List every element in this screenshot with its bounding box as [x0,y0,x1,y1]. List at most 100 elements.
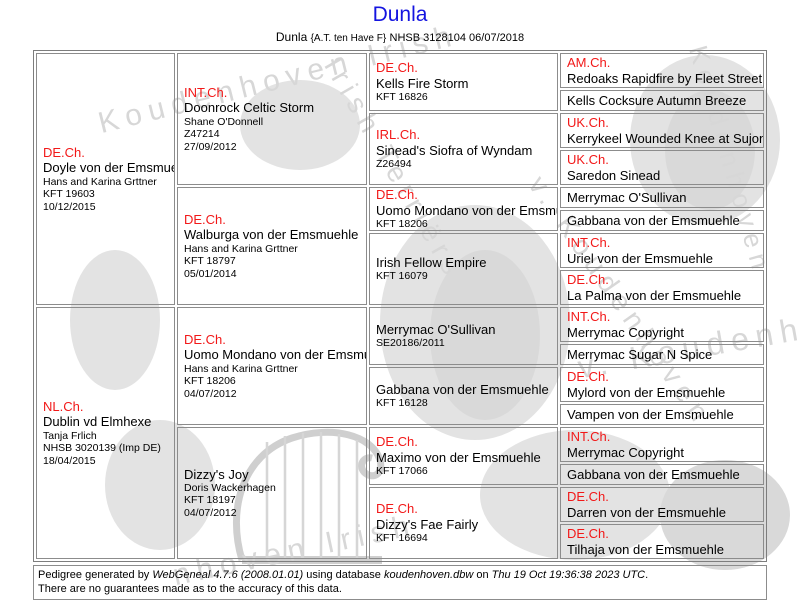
pedigree-table: DE.Ch. Doyle von der Emsmuehle Hans and … [33,50,767,562]
registration-number: SE20186/2011 [376,337,445,350]
subtitle-breeder: {A.T. ten Have F} [310,33,387,44]
dog-name: Merrymac Copyright [567,324,685,340]
birth-date: 05/01/2014 [184,267,237,280]
registration-number: Z26494 [376,158,412,171]
pedigree-cell-gen4-14: Gabbana von der Emsmuehle [560,464,764,485]
pedigree-cell-gen4-16: DE.Ch. Tilhaja von der Emsmuehle [560,524,764,559]
pedigree-cell-gen3-6: Gabbana von der Emsmuehle KFT 16128 [369,367,558,425]
pedigree-cell-gen3-7: DE.Ch. Maximo von der Emsmuehle KFT 1706… [369,427,558,485]
dog-name: Maximo von der Emsmuehle [376,449,541,465]
champion-title: INT.Ch. [567,235,611,251]
watermark-blob [660,460,790,570]
registration-number: KFT 16079 [376,270,428,283]
pedigree-cell-gen1-1: DE.Ch. Doyle von der Emsmuehle Hans and … [36,53,175,305]
registration-number: Z47214 [184,128,220,141]
pedigree-cell-gen3-1: DE.Ch. Kells Fire Storm KFT 16826 [369,53,558,111]
registration-number: KFT 18206 [184,375,236,388]
registration-number: KFT 16694 [376,532,428,545]
pedigree-cell-gen4-13: INT.Ch. Merrymac Copyright [560,427,764,462]
watermark-blob [430,250,540,420]
dog-name: Dizzy's Joy [184,466,249,482]
champion-title: NL.Ch. [43,399,84,415]
registration-number: KFT 18797 [184,255,236,268]
champion-title: DE.Ch. [567,272,609,288]
dog-name: Sinead's Siofra of Wyndam [376,142,533,158]
dog-name: Merrymac Copyright [567,444,685,460]
pedigree-cell-gen2-4: Dizzy's Joy Doris Wackerhagen KFT 18197 … [177,427,367,559]
pedigree-cell-gen3-5: Merrymac O'Sullivan SE20186/2011 [369,307,558,365]
registration-number: KFT 16826 [376,91,428,104]
champion-title: DE.Ch. [376,60,418,76]
registration-number: KFT 19603 [43,188,95,201]
champion-title: DE.Ch. [184,212,226,228]
page-subtitle: Dunla {A.T. ten Have F} NHSB 3128104 06/… [33,30,767,44]
dog-name: Vampen von der Emsmuehle [567,406,734,422]
breeder-name: Doris Wackerhagen [184,482,276,495]
watermark-blob [105,420,215,550]
pedigree-grid: DE.Ch. Doyle von der Emsmuehle Hans and … [36,53,764,559]
dog-name: Merrymac O'Sullivan [376,322,496,338]
champion-title: DE.Ch. [567,526,609,542]
champion-title: IRL.Ch. [376,127,421,143]
watermark-blob [240,80,360,170]
pedigree-cell-gen4-5: Merrymac O'Sullivan [560,187,764,208]
birth-date: 04/07/2012 [184,387,237,400]
breeder-name: Hans and Karina Grttner [184,362,298,375]
registration-number: KFT 18206 [376,218,428,231]
birth-date: 10/12/2015 [43,200,96,213]
pedigree-cell-gen4-9: INT.Ch. Merrymac Copyright [560,307,764,342]
dog-name: Kerrykeel Wounded Knee at Sujoncla [567,130,764,146]
dog-name: Mylord von der Emsmuehle [567,384,726,400]
dog-name: Uomo Mondano von der Emsmuehle [376,202,557,218]
champion-title: DE.Ch. [376,501,418,517]
dog-name: Kells Fire Storm [376,75,469,91]
champion-title: DE.Ch. [376,434,418,450]
dog-name: Kells Cocksure Autumn Breeze [567,92,747,108]
dog-name: Walburga von der Emsmuehle [184,227,359,243]
dog-name: Redoaks Rapidfire by Fleet Street [567,70,763,86]
champion-title: DE.Ch. [184,332,226,348]
subtitle-registration: NHSB 3128104 06/07/2018 [389,32,525,44]
dog-name: Irish Fellow Empire [376,255,487,271]
pedigree-cell-gen4-8: DE.Ch. La Palma von der Emsmuehle [560,270,764,305]
pedigree-cell-gen4-11: DE.Ch. Mylord von der Emsmuehle [560,367,764,402]
pedigree-cell-gen1-2: NL.Ch. Dublin vd Elmhexe Tanja Frlich NH… [36,307,175,559]
registration-number: NHSB 3020139 (Imp DE) [43,442,161,455]
pedigree-cell-gen4-2: Kells Cocksure Autumn Breeze [560,90,764,111]
dog-name: Merrymac Sugar N Spice [567,346,713,362]
dog-name: Dublin vd Elmhexe [43,414,152,430]
birth-date: 04/07/2012 [184,506,237,519]
dog-name: Uriel von der Emsmuehle [567,250,713,266]
registration-number: KFT 16128 [376,397,428,410]
dog-name: Darren von der Emsmuehle [567,504,726,520]
pedigree-cell-gen4-4: UK.Ch. Saredon Sinead [560,150,764,185]
breeder-name: Hans and Karina Grttner [184,242,298,255]
watermark-blob [70,250,160,390]
birth-date: 27/09/2012 [184,140,237,153]
dog-name: Gabbana von der Emsmuehle [376,382,549,398]
dog-name: Doonrock Celtic Storm [184,100,315,116]
dog-name: Saredon Sinead [567,167,661,183]
dog-name: Dizzy's Fae Fairly [376,516,479,532]
champion-title: DE.Ch. [567,369,609,385]
pedigree-cell-gen2-2: DE.Ch. Walburga von der Emsmuehle Hans a… [177,187,367,305]
breeder-name: Hans and Karina Grttner [43,175,157,188]
watermark-blob [480,430,670,560]
dog-name: Gabbana von der Emsmuehle [567,466,740,482]
champion-title: DE.Ch. [43,145,85,161]
pedigree-cell-gen2-3: DE.Ch. Uomo Mondano von der Emsmuehle Ha… [177,307,367,425]
pedigree-cell-gen4-7: INT.Ch. Uriel von der Emsmuehle [560,233,764,268]
pedigree-cell-gen4-6: Gabbana von der Emsmuehle [560,210,764,231]
pedigree-cell-gen4-3: UK.Ch. Kerrykeel Wounded Knee at Sujoncl… [560,113,764,148]
dog-name: Merrymac O'Sullivan [567,189,687,205]
registration-number: KFT 18197 [184,494,236,507]
pedigree-cell-gen4-15: DE.Ch. Darren von der Emsmuehle [560,487,764,522]
page-title: Dunla [372,3,428,26]
birth-date: 18/04/2015 [43,454,96,467]
champion-title: UK.Ch. [567,115,609,131]
pedigree-cell-gen2-1: INT.Ch. Doonrock Celtic Storm Shane O'Do… [177,53,367,185]
footer-line-disclaimer: There are no guarantees made as to the a… [38,583,342,596]
champion-title: UK.Ch. [567,152,609,168]
champion-title: INT.Ch. [567,309,611,325]
